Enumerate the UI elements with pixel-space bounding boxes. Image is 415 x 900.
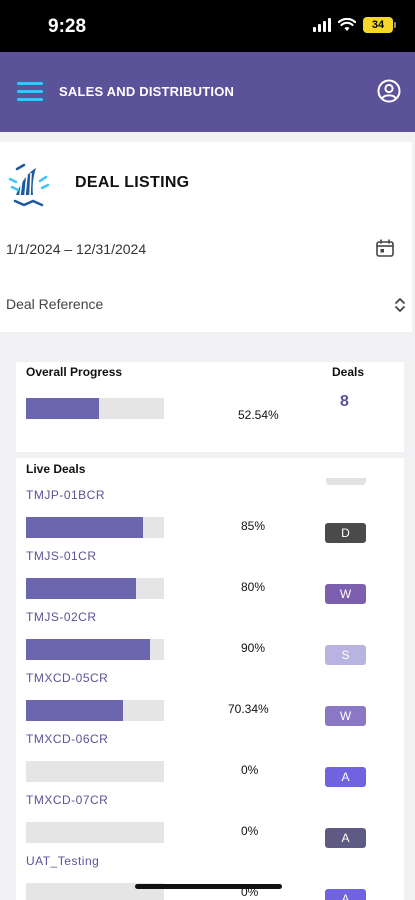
deal-name-link[interactable]: TMJS-01CR [26,549,97,563]
wifi-icon [338,18,356,31]
header-card [0,142,412,332]
deal-name-link[interactable]: UAT_Testing [26,854,100,868]
scrolled-badge [326,478,366,485]
deals-count: 8 [340,393,349,410]
status-icons: 34 [313,17,396,33]
date-range-field[interactable]: 1/1/2024 – 12/31/2024 [6,241,147,257]
status-time: 9:28 [48,16,87,37]
page-title: DEAL LISTING [75,174,190,191]
deal-progress-bar [26,639,164,660]
deal-name-link[interactable]: TMXCD-05CR [26,671,109,685]
company-logo [8,163,50,207]
deal-progress-fill [26,578,137,599]
deal-progress-bar [26,761,164,782]
deal-status-badge: W [325,584,366,604]
deal-progress-fill [26,700,124,721]
deal-progress-percent: 0% [241,824,259,838]
deal-progress-fill [26,517,144,538]
home-indicator [135,884,282,889]
chevron-updown-icon[interactable] [394,297,406,313]
overall-progress-percent: 52.54% [238,408,279,422]
deal-progress-bar [26,883,164,900]
live-deals-label: Live Deals [26,462,86,476]
signal-icon [313,18,331,32]
deal-progress-bar [26,578,164,599]
overall-progress-bar [26,398,164,419]
deal-status-badge: W [325,706,366,726]
deals-label: Deals [332,365,365,379]
overall-progress-label: Overall Progress [26,365,123,379]
app-bar: SALES AND DISTRIBUTION [0,52,415,132]
deal-progress-bar [26,822,164,843]
deal-progress-percent: 70.34% [228,702,269,716]
deal-status-badge: A [325,828,366,848]
deal-progress-fill [26,639,151,660]
calendar-icon[interactable] [375,238,395,258]
deal-reference-select[interactable]: Deal Reference [6,296,104,312]
deal-status-badge: A [325,889,366,900]
overall-progress-fill [26,398,99,419]
deal-progress-percent: 0% [241,763,259,777]
deal-progress-bar [26,517,164,538]
deal-name-link[interactable]: TMXCD-07CR [26,793,109,807]
deal-name-link[interactable]: TMXCD-06CR [26,732,109,746]
deal-status-badge: D [325,523,366,543]
deal-progress-percent: 90% [241,641,266,655]
menu-icon[interactable] [17,82,43,101]
deal-status-badge: S [325,645,366,665]
deal-name-link[interactable]: TMJS-02CR [26,610,97,624]
battery-icon: 34 [363,17,396,33]
deal-progress-percent: 85% [241,519,266,533]
deal-progress-percent: 80% [241,580,266,594]
deal-progress-bar [26,700,164,721]
app-title: SALES AND DISTRIBUTION [59,84,235,99]
status-bar: 9:28 34 [0,0,415,52]
deal-status-badge: A [325,767,366,787]
deal-name-link[interactable]: TMJP-01BCR [26,488,106,502]
profile-icon[interactable] [377,79,401,103]
